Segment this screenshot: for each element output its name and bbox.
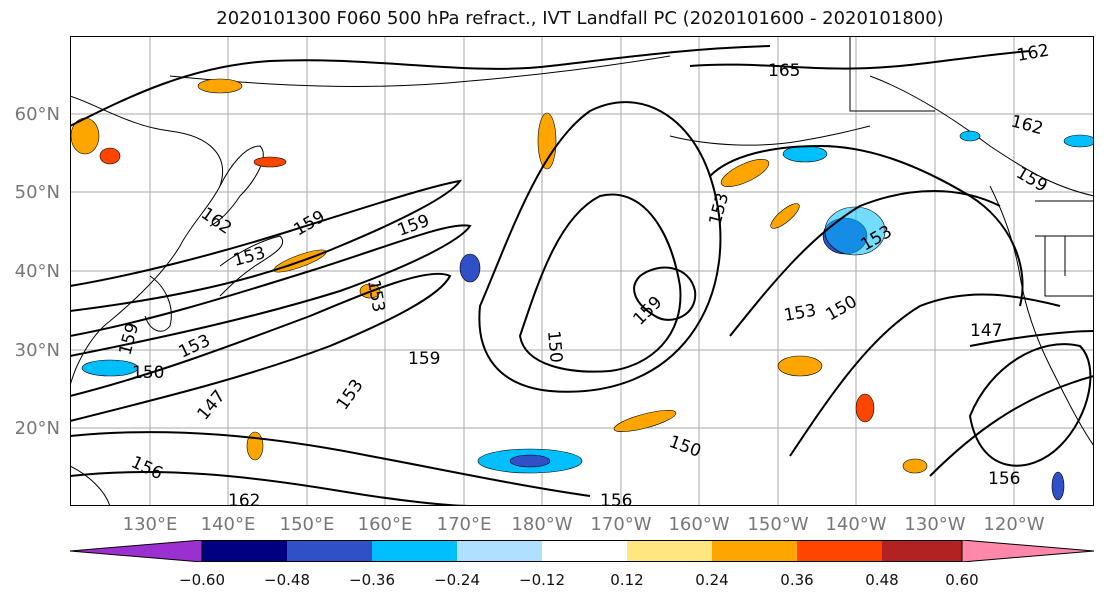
lon-label-140e: 140°E <box>200 514 256 535</box>
contour-159-jet <box>70 179 463 312</box>
colorbar-arrow-right <box>961 540 1094 562</box>
anom-orange-8 <box>777 355 823 377</box>
anom-orange-3 <box>253 156 287 168</box>
lon-label-130e: 130°E <box>122 514 178 535</box>
contour-153-jet <box>70 272 452 422</box>
lon-label-150w: 150°W <box>747 514 809 535</box>
lon-label-130w: 130°W <box>904 514 966 535</box>
colorbar-tick: 0.12 <box>610 571 644 589</box>
colorbar-bin <box>457 540 542 562</box>
lon-label-160w: 160°W <box>668 514 730 535</box>
colorbar-bin <box>542 540 627 562</box>
contour-ridge-2 <box>729 190 1001 337</box>
anom-orange-10 <box>613 410 677 432</box>
contour-165 <box>689 50 1031 70</box>
lon-label-120w: 120°W <box>983 514 1045 535</box>
coast-alaska <box>869 75 1094 197</box>
lon-label-180w: 180°W <box>511 514 573 535</box>
anom-orange-7 <box>770 203 800 229</box>
contour-147-e <box>969 330 1094 347</box>
colorbar-tick: 0.60 <box>945 571 979 589</box>
anom-orange-5 <box>99 147 121 165</box>
lat-label-40: 40°N <box>14 261 60 282</box>
contour-150-se <box>929 375 1094 477</box>
anom-blue-3 <box>1051 471 1065 501</box>
lon-label-150e: 150°E <box>279 514 335 535</box>
anom-cyan-7 <box>959 130 981 142</box>
contour-150-south <box>70 470 471 506</box>
anom-orange-14 <box>902 458 928 474</box>
contour-label: 159 <box>408 349 440 369</box>
political-borders <box>849 36 1094 297</box>
coast-asia-east <box>70 95 224 387</box>
anom-cyan-2 <box>782 145 828 163</box>
contour-label: 165 <box>768 61 800 81</box>
colorbar-tick: −0.24 <box>434 571 480 589</box>
map-border <box>70 36 1094 506</box>
coast-kamchatka <box>209 145 264 227</box>
colorbar-tick: −0.60 <box>179 571 225 589</box>
coast-korea <box>144 275 172 332</box>
colorbar-bin <box>712 540 797 562</box>
colorbar-bin <box>882 540 962 562</box>
anom-orange-9 <box>855 393 875 423</box>
colorbar <box>70 540 1094 562</box>
contour-162-north <box>70 45 771 127</box>
contour-label: 156 <box>600 491 632 506</box>
contour-153-east <box>789 293 1061 457</box>
anom-orange-13 <box>246 431 264 461</box>
anom-cyan-6 <box>1063 134 1094 148</box>
map-title: 2020101300 F060 500 hPa refract., IVT La… <box>216 8 944 29</box>
anom-orange-2 <box>537 112 557 170</box>
contour-trough-inner <box>518 193 682 373</box>
contour-se-swirl <box>968 343 1092 467</box>
contour-lines <box>70 45 1094 506</box>
colorbar-tick: 0.36 <box>780 571 814 589</box>
contour-cutoff <box>633 266 697 321</box>
lon-label-160e: 160°E <box>357 514 413 535</box>
contour-label: 147 <box>970 321 1002 341</box>
contour-label: 150 <box>132 363 164 383</box>
contour-ridge <box>709 144 1024 307</box>
colorbar-tick: −0.36 <box>349 571 395 589</box>
colorbar-bin <box>372 540 457 562</box>
anom-orange-6 <box>720 159 770 187</box>
contour-label: 150 <box>543 330 566 364</box>
lon-label-140w: 140°W <box>825 514 887 535</box>
anom-blue-2 <box>509 454 551 468</box>
lon-label-170e: 170°E <box>436 514 492 535</box>
coast-arctic <box>169 55 671 87</box>
colorbar-bin <box>287 540 372 562</box>
colorbar-bin <box>797 540 882 562</box>
anom-orange-1 <box>197 78 243 94</box>
colorbar-bin <box>202 540 287 562</box>
lat-label-30: 30°N <box>14 340 60 361</box>
lat-label-20: 20°N <box>14 418 60 439</box>
lat-label-60: 60°N <box>14 104 60 125</box>
colorbar-tick: 0.24 <box>695 571 729 589</box>
contour-trough <box>478 101 722 393</box>
contour-label: 156 <box>988 469 1020 489</box>
contour-label: 162 <box>228 491 260 506</box>
anom-cyan-4 <box>459 253 481 283</box>
contour-156-south <box>70 431 591 497</box>
colorbar-tick: −0.12 <box>519 571 565 589</box>
contour-156-jet <box>70 224 472 357</box>
coast-philippines <box>70 465 111 506</box>
lon-label-170w: 170°W <box>590 514 652 535</box>
colorbar-arrow-left <box>70 540 203 562</box>
map-panel: 165 162 162 162 159 159 159 159 159 159 … <box>70 36 1094 506</box>
coast-north-america <box>989 185 1094 447</box>
colorbar-bin <box>627 540 712 562</box>
lat-label-50: 50°N <box>14 182 60 203</box>
border-states-2 <box>1044 236 1094 297</box>
coast-aleutians <box>669 125 871 146</box>
border-alaska-canada <box>849 36 935 112</box>
colorbar-tick: 0.48 <box>865 571 899 589</box>
colorbar-tick: −0.48 <box>264 571 310 589</box>
anom-cyan-5 <box>81 359 139 377</box>
